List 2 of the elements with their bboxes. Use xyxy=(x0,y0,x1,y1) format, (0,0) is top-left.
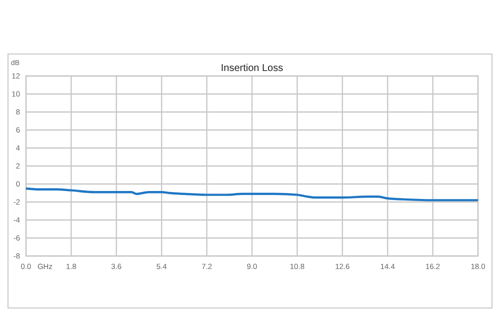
chart-title: Insertion Loss xyxy=(220,63,284,74)
line-series xyxy=(24,187,480,202)
